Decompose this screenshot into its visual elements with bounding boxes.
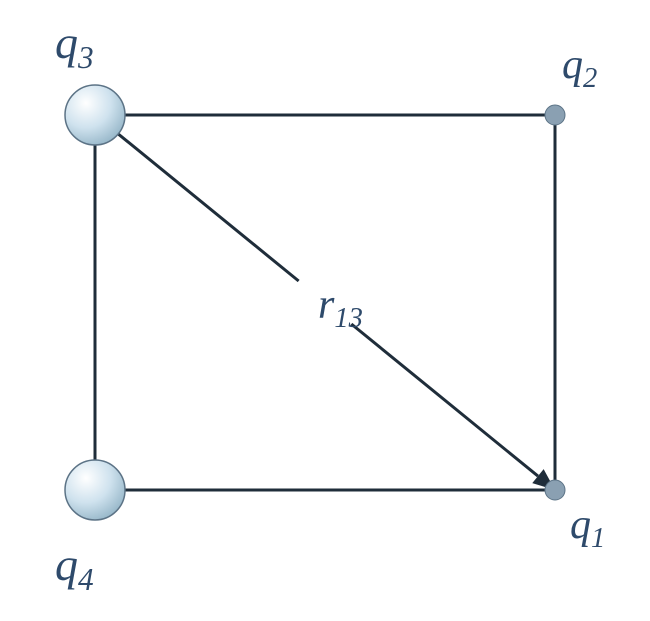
label-q3: q3 bbox=[55, 17, 94, 75]
label-q2: q2 bbox=[562, 42, 597, 94]
label-q1: q1 bbox=[570, 502, 605, 554]
charge-q4 bbox=[65, 460, 125, 520]
physics-charge-diagram: q1 q2 q3 q4 r13 bbox=[0, 0, 650, 621]
label-q4: q4 bbox=[55, 539, 94, 597]
charge-q2 bbox=[545, 105, 565, 125]
diagonal-segment-lower bbox=[351, 324, 538, 476]
charge-q1 bbox=[545, 480, 565, 500]
label-r13: r13 bbox=[318, 282, 363, 334]
diagonal-segment-upper bbox=[112, 129, 299, 281]
charge-q3 bbox=[65, 85, 125, 145]
